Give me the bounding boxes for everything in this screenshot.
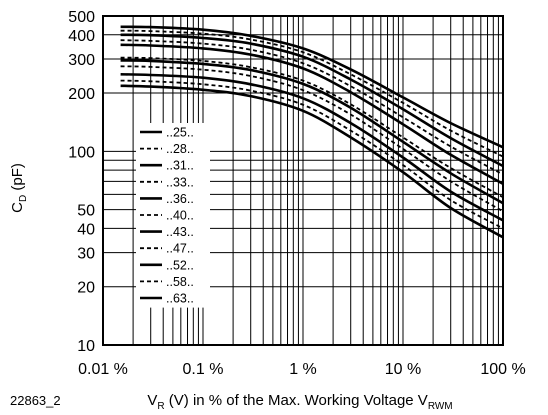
y-tick-label: 100: [68, 144, 95, 161]
y-tick-label: 10: [77, 338, 95, 355]
legend-label: ..47..: [166, 242, 194, 256]
y-tick-label: 50: [77, 203, 95, 220]
legend-label: ..52..: [166, 258, 194, 272]
y-tick-label: 20: [77, 280, 95, 297]
legend-label: ..25..: [166, 126, 194, 140]
legend-label: ..63..: [166, 292, 194, 306]
plot-frame: [102, 15, 504, 346]
x-axis-label: VR (V) in % of the Max. Working Voltage …: [147, 392, 452, 412]
series-line: [120, 59, 504, 205]
y-tick-label: 30: [77, 246, 95, 263]
y-axis-label: CD (pF): [9, 163, 29, 213]
legend-label: ..33..: [166, 175, 194, 189]
legend-label: ..31..: [166, 159, 194, 173]
series-line: [120, 43, 504, 185]
series-line: [120, 25, 504, 149]
y-tick-label: 500: [68, 9, 95, 26]
x-tick-label: 0.1 %: [183, 361, 224, 378]
series-line: [120, 29, 504, 158]
x-tick-label: 10 %: [385, 361, 421, 378]
legend-label: ..58..: [166, 275, 194, 289]
y-tick-label: 40: [77, 221, 95, 238]
chart-series: [120, 25, 504, 239]
y-tick-label: 400: [68, 28, 95, 45]
legend-label: ..43..: [166, 225, 194, 239]
series-line: [120, 56, 504, 198]
y-tick-label: 300: [68, 52, 95, 69]
series-line: [120, 84, 504, 239]
series-line: [120, 65, 504, 213]
chart-legend: ..25.. ..28.. ..31.. ..33.. ..36.. ..40.. ..43…: [136, 123, 210, 308]
x-tick-label: 100 %: [480, 361, 525, 378]
series-line: [120, 79, 504, 230]
legend-label: ..28..: [166, 142, 194, 156]
figure-id: 22863_2: [10, 393, 61, 408]
legend-label: ..36..: [166, 192, 194, 206]
series-line: [120, 33, 504, 168]
x-tick-label: 1 %: [289, 361, 317, 378]
x-tick-label: 0.01 %: [78, 361, 128, 378]
y-tick-label: 200: [68, 86, 95, 103]
x-tick-labels: 0.01 % 0.1 % 1 % 10 % 100 %: [78, 361, 526, 378]
series-line: [120, 39, 504, 176]
legend-label: ..40..: [166, 209, 194, 223]
series-line: [120, 73, 504, 222]
